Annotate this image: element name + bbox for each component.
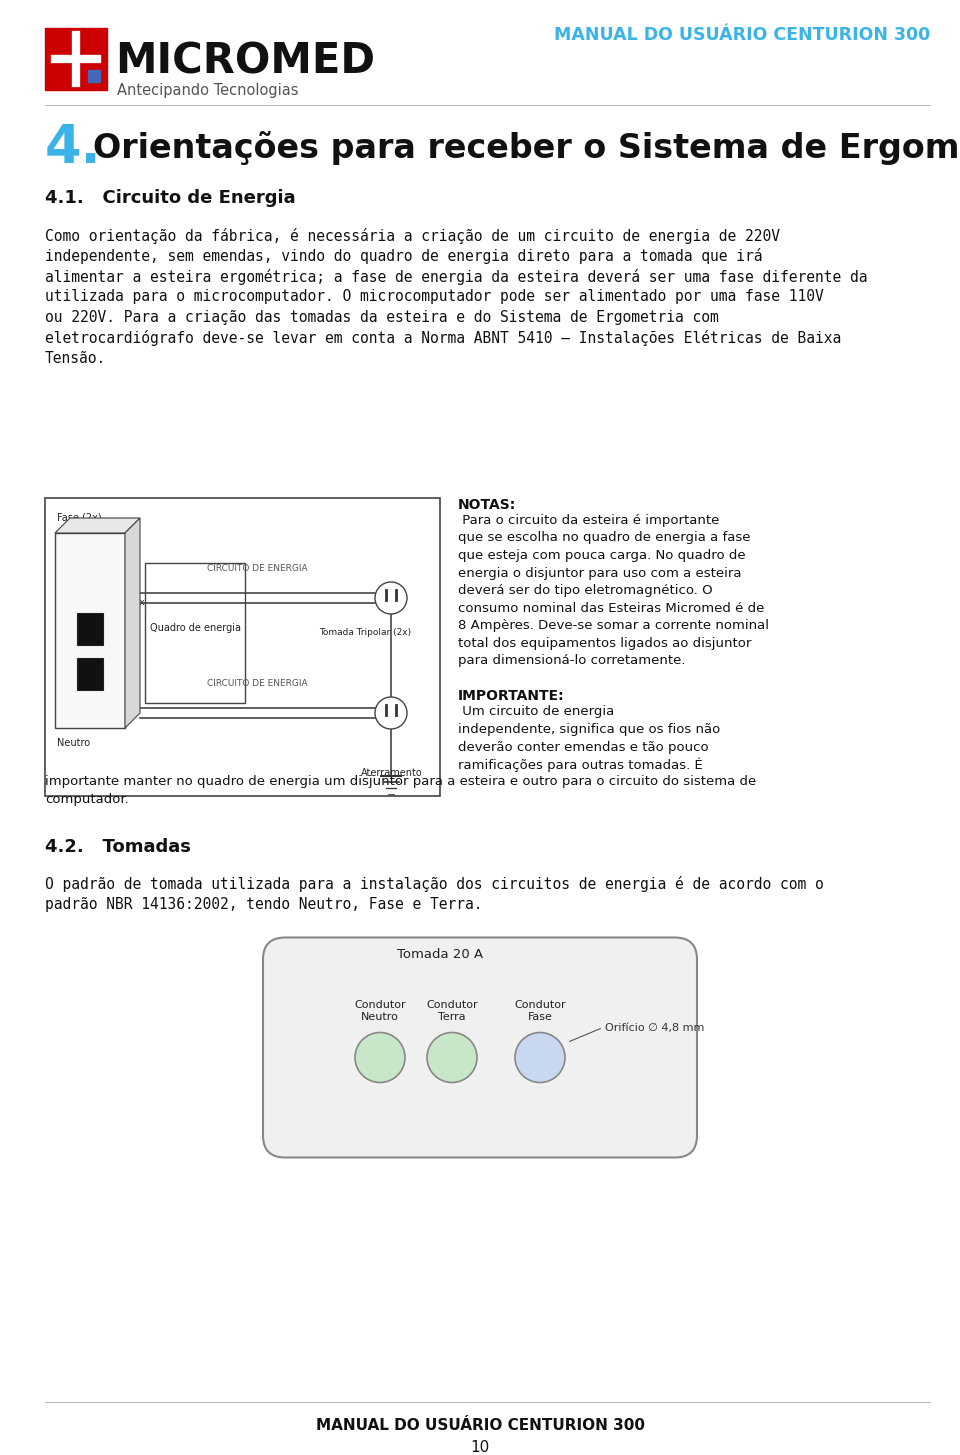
Text: ramificações para outras tomadas. É: ramificações para outras tomadas. É	[458, 758, 703, 773]
Text: Quadro de energia: Quadro de energia	[150, 623, 241, 633]
Text: 8 Ampères. Deve-se somar a corrente nominal: 8 Ampères. Deve-se somar a corrente nomi…	[458, 618, 769, 631]
Text: eletrocardiógrafo deve-se levar em conta a Norma ABNT 5410 – Instalações Elétric: eletrocardiógrafo deve-se levar em conta…	[45, 330, 841, 346]
Text: Neutro: Neutro	[57, 738, 90, 748]
Text: independente, significa que os fios não: independente, significa que os fios não	[458, 723, 720, 736]
Text: Antecipando Tecnologias: Antecipando Tecnologias	[117, 83, 299, 97]
Text: que se escolha no quadro de energia a fase: que se escolha no quadro de energia a fa…	[458, 531, 751, 544]
Text: 4.2.   Tomadas: 4.2. Tomadas	[45, 838, 191, 857]
Polygon shape	[55, 518, 140, 533]
Circle shape	[375, 582, 407, 614]
Text: Tomada 20 A: Tomada 20 A	[396, 947, 483, 960]
Text: Tomada Tripolar (2x): Tomada Tripolar (2x)	[319, 629, 411, 637]
Text: para dimensioná-lo corretamente.: para dimensioná-lo corretamente.	[458, 653, 685, 666]
Text: Terra: Terra	[438, 1013, 466, 1023]
Text: NOTAS:: NOTAS:	[458, 498, 516, 512]
Bar	[88, 70, 100, 81]
Text: total dos equipamentos ligados ao disjuntor: total dos equipamentos ligados ao disjun…	[458, 636, 752, 649]
Text: Condutor: Condutor	[354, 1001, 406, 1011]
Circle shape	[355, 1033, 405, 1083]
Text: computador.: computador.	[45, 793, 129, 806]
Text: 4.1.   Circuito de Energia: 4.1. Circuito de Energia	[45, 189, 296, 207]
Text: energia o disjuntor para uso com a esteira: energia o disjuntor para uso com a estei…	[458, 566, 741, 579]
Text: CIRCUITO DE ENERGIA: CIRCUITO DE ENERGIA	[206, 679, 307, 688]
Bar	[145, 563, 245, 703]
Text: padrão NBR 14136:2002, tendo Neutro, Fase e Terra.: padrão NBR 14136:2002, tendo Neutro, Fas…	[45, 896, 483, 912]
Polygon shape	[125, 518, 140, 728]
Circle shape	[515, 1033, 565, 1083]
Text: 10: 10	[470, 1440, 490, 1455]
Text: Condutor: Condutor	[515, 1001, 565, 1011]
Circle shape	[427, 1033, 477, 1083]
Text: Orifício ∅ 4,8 mm: Orifício ∅ 4,8 mm	[605, 1023, 705, 1033]
Text: ou 220V. Para a criação das tomadas da esteira e do Sistema de Ergometria com: ou 220V. Para a criação das tomadas da e…	[45, 310, 719, 324]
Text: que esteja com pouca carga. No quadro de: que esteja com pouca carga. No quadro de	[458, 549, 746, 562]
Text: deverão conter emendas e tão pouco: deverão conter emendas e tão pouco	[458, 741, 708, 754]
Bar	[77, 613, 103, 645]
Text: 4.: 4.	[45, 122, 102, 175]
Text: Orientações para receber o Sistema de Ergometria: Orientações para receber o Sistema de Er…	[93, 131, 960, 164]
Text: Fase: Fase	[528, 1013, 552, 1023]
Text: alimentar a esteira ergométrica; a fase de energia da esteira deverá ser uma fas: alimentar a esteira ergométrica; a fase …	[45, 269, 868, 285]
Text: Tensão.: Tensão.	[45, 351, 107, 367]
Text: independente, sem emendas, vindo do quadro de energia direto para a tomada que i: independente, sem emendas, vindo do quad…	[45, 249, 762, 265]
Text: importante manter no quadro de energia um disjuntor para a esteira e outro para : importante manter no quadro de energia u…	[45, 776, 756, 789]
Bar	[77, 658, 103, 690]
Text: Um circuito de energia: Um circuito de energia	[458, 706, 614, 719]
Text: Fase (2x): Fase (2x)	[57, 514, 102, 522]
Text: deverá ser do tipo eletromagnético. O: deverá ser do tipo eletromagnético. O	[458, 583, 712, 597]
Text: Chave disjuntora (2x): Chave disjuntora (2x)	[57, 598, 148, 607]
Text: Como orientação da fábrica, é necessária a criação de um circuito de energia de : Como orientação da fábrica, é necessária…	[45, 228, 780, 244]
Text: MICROMED: MICROMED	[115, 41, 375, 83]
Text: MANUAL DO USUÁRIO CENTURION 300: MANUAL DO USUÁRIO CENTURION 300	[316, 1419, 644, 1433]
Text: CIRCUITO DE ENERGIA: CIRCUITO DE ENERGIA	[206, 565, 307, 573]
Bar	[45, 28, 107, 90]
Text: consumo nominal das Esteiras Micromed é de: consumo nominal das Esteiras Micromed é …	[458, 601, 764, 614]
Bar	[45, 498, 440, 796]
Text: O padrão de tomada utilizada para a instalação dos circuitos de energia é de aco: O padrão de tomada utilizada para a inst…	[45, 876, 824, 892]
Text: MANUAL DO USUÁRIO CENTURION 300: MANUAL DO USUÁRIO CENTURION 300	[554, 26, 930, 44]
Text: Aterramento: Aterramento	[361, 768, 422, 778]
Circle shape	[375, 697, 407, 729]
Text: utilizada para o microcomputador. O microcomputador pode ser alimentado por uma : utilizada para o microcomputador. O micr…	[45, 290, 824, 304]
Text: Para o circuito da esteira é importante: Para o circuito da esteira é importante	[458, 514, 719, 527]
Text: Condutor: Condutor	[426, 1001, 478, 1011]
Text: Neutro: Neutro	[361, 1013, 399, 1023]
FancyBboxPatch shape	[263, 937, 697, 1158]
Text: IMPORTANTE:: IMPORTANTE:	[458, 690, 564, 704]
Bar	[55, 533, 125, 728]
